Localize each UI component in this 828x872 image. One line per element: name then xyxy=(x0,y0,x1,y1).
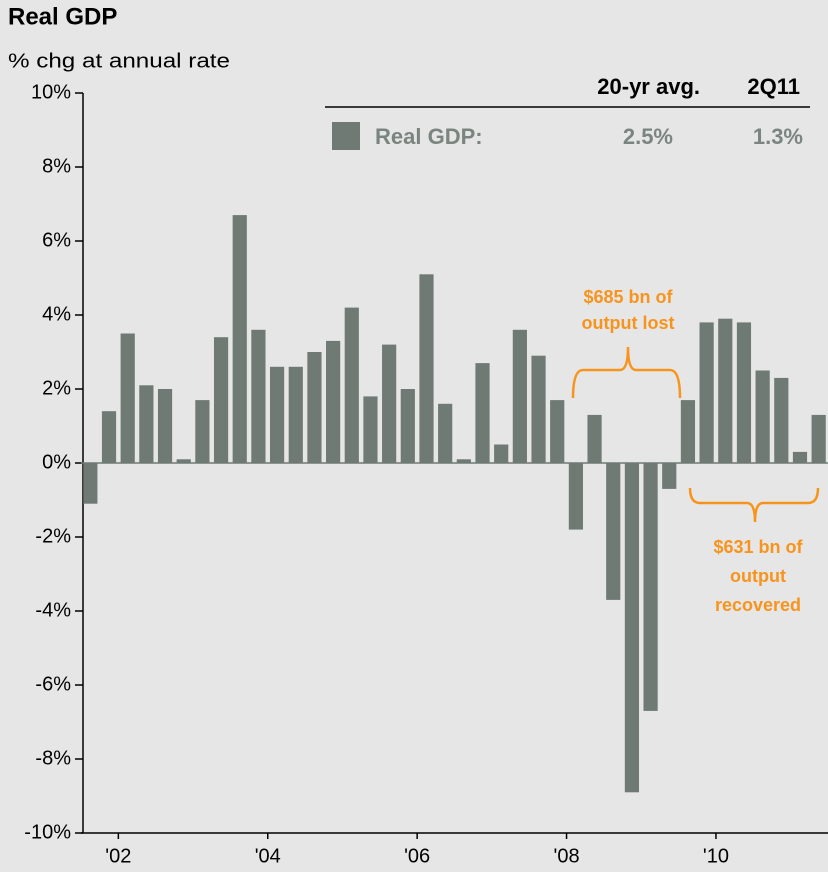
bar xyxy=(456,459,471,463)
y-tick-label: 10% xyxy=(31,81,71,103)
bar xyxy=(624,463,640,793)
bar xyxy=(232,215,247,463)
bar xyxy=(326,340,341,463)
y-tick-label: -8% xyxy=(35,747,71,769)
bar xyxy=(419,274,434,463)
bar xyxy=(531,355,546,463)
bar xyxy=(83,463,98,504)
x-tick-label: '10 xyxy=(703,845,729,867)
bar xyxy=(382,344,397,463)
bar xyxy=(550,400,565,463)
legend-label: Real GDP: xyxy=(375,124,483,149)
bar xyxy=(811,414,826,463)
bracket xyxy=(688,487,820,523)
x-tick-label: '04 xyxy=(255,845,281,867)
y-tick-label: -2% xyxy=(35,525,71,547)
legend-header: 20-yr avg. xyxy=(597,74,700,99)
annotation: recovered xyxy=(715,595,801,615)
bar xyxy=(344,307,359,463)
bar xyxy=(643,463,658,711)
bar xyxy=(736,322,752,463)
bar xyxy=(587,414,602,463)
legend-value: 2.5% xyxy=(623,124,673,149)
bar xyxy=(157,389,173,463)
y-tick-label: 8% xyxy=(42,155,71,177)
bar xyxy=(251,329,266,463)
legend-value: 1.3% xyxy=(753,124,803,149)
y-tick-label: 4% xyxy=(42,303,71,325)
bar xyxy=(755,370,770,463)
bar xyxy=(606,463,621,600)
legend-swatch xyxy=(332,122,360,150)
bar xyxy=(213,337,229,463)
bar xyxy=(400,389,415,463)
bracket xyxy=(571,346,682,399)
y-tick-label: -4% xyxy=(35,599,71,621)
x-tick-label: '06 xyxy=(404,845,430,867)
x-tick-label: '02 xyxy=(105,845,131,867)
bar xyxy=(120,333,135,463)
bar xyxy=(774,377,789,463)
y-tick-label: 2% xyxy=(42,377,71,399)
bar xyxy=(363,396,378,463)
bar xyxy=(494,444,509,463)
bar xyxy=(195,400,210,463)
annotation: output lost xyxy=(582,313,675,333)
annotation: output xyxy=(730,566,786,586)
bar xyxy=(288,366,303,463)
legend-header: 2Q11 xyxy=(747,74,800,99)
bar xyxy=(699,322,714,463)
bar xyxy=(568,463,583,530)
bar xyxy=(101,411,117,463)
y-tick-label: 6% xyxy=(42,229,71,251)
bar xyxy=(269,366,285,463)
bar xyxy=(307,352,322,463)
bar xyxy=(512,329,527,463)
bar xyxy=(792,451,808,463)
chart-title: Real GDP xyxy=(8,3,117,30)
y-tick-label: -6% xyxy=(35,673,71,695)
x-tick-label: '08 xyxy=(554,845,580,867)
bar xyxy=(176,459,191,463)
y-tick-label: 0% xyxy=(42,451,71,473)
bar xyxy=(438,403,453,463)
bar xyxy=(680,400,696,463)
chart-subtitle: % chg at annual rate xyxy=(8,50,230,72)
annotation: $685 bn of xyxy=(583,287,673,307)
y-tick-label: -10% xyxy=(24,821,71,843)
bar xyxy=(662,463,677,489)
annotation: $631 bn of xyxy=(713,537,803,557)
bar xyxy=(139,385,154,463)
bar xyxy=(475,363,490,463)
bar xyxy=(718,318,733,463)
